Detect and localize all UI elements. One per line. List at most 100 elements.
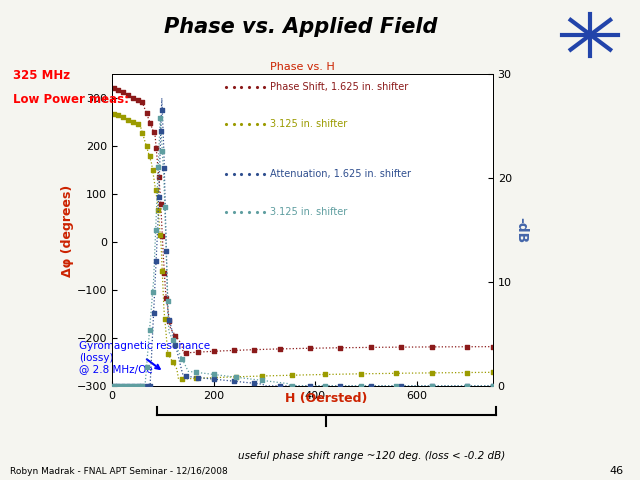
Point xyxy=(191,374,201,382)
Point xyxy=(168,336,178,344)
Point xyxy=(180,372,191,380)
Point xyxy=(118,114,128,121)
Text: 325 MHz: 325 MHz xyxy=(13,69,70,82)
Point xyxy=(141,382,152,390)
Point xyxy=(141,143,152,150)
Text: Robyn Madrak - FNAL APT Seminar - 12/16/2008: Robyn Madrak - FNAL APT Seminar - 12/16/… xyxy=(10,467,227,476)
Point xyxy=(145,382,156,390)
Point xyxy=(320,382,330,390)
Point xyxy=(141,363,152,371)
Text: Attenuation, 1.625 in. shifter: Attenuation, 1.625 in. shifter xyxy=(270,169,411,179)
Point xyxy=(141,109,152,117)
Text: Low Power meas:: Low Power meas: xyxy=(13,93,129,106)
Point xyxy=(113,382,124,390)
Point xyxy=(356,370,366,378)
Point xyxy=(193,374,204,382)
Point xyxy=(488,343,498,350)
Point xyxy=(150,226,161,234)
Text: Phase Shift, 1.625 in. shifter: Phase Shift, 1.625 in. shifter xyxy=(270,82,408,92)
Point xyxy=(133,382,143,390)
Point xyxy=(161,294,172,301)
Point xyxy=(177,355,187,363)
Point xyxy=(151,144,161,152)
Point xyxy=(123,91,133,99)
Point xyxy=(138,382,148,390)
Point xyxy=(108,110,118,118)
Point xyxy=(113,111,124,119)
Point xyxy=(170,332,180,339)
Point xyxy=(154,173,164,180)
Point xyxy=(155,114,165,121)
Point xyxy=(305,382,315,390)
Point xyxy=(157,268,168,276)
Point xyxy=(150,187,161,194)
Point xyxy=(133,96,143,104)
Text: Gyromagnetic resonance
(lossy)
@ 2.8 MHz/Oe: Gyromagnetic resonance (lossy) @ 2.8 MHz… xyxy=(79,341,210,374)
Point xyxy=(335,382,346,390)
Point xyxy=(138,98,148,106)
Point xyxy=(275,382,285,390)
Point xyxy=(153,206,163,214)
Point xyxy=(128,94,138,101)
Point xyxy=(257,372,267,380)
Point xyxy=(427,369,437,377)
Point xyxy=(257,376,267,384)
Point xyxy=(160,315,170,323)
Point xyxy=(305,345,315,352)
Point xyxy=(108,84,118,92)
Point xyxy=(159,164,170,172)
Y-axis label: Δφ (degrees): Δφ (degrees) xyxy=(61,184,74,276)
Point xyxy=(209,348,219,355)
Point xyxy=(147,167,157,174)
Point xyxy=(154,193,164,201)
Point xyxy=(209,374,219,382)
Point xyxy=(287,382,298,390)
Point xyxy=(145,153,155,160)
Point xyxy=(153,164,163,171)
Point xyxy=(157,106,168,114)
Point xyxy=(113,382,124,390)
Point xyxy=(145,326,155,334)
Point xyxy=(427,343,437,351)
Point xyxy=(163,297,173,304)
Point xyxy=(180,349,191,357)
Point xyxy=(108,382,118,390)
Point xyxy=(193,348,204,356)
Point xyxy=(177,375,187,383)
Y-axis label: -dB: -dB xyxy=(515,217,529,243)
Point xyxy=(118,382,128,390)
Point xyxy=(138,129,148,137)
Point xyxy=(396,343,406,351)
Point xyxy=(462,382,472,390)
Title: Phase vs. H: Phase vs. H xyxy=(270,62,335,72)
Point xyxy=(356,382,366,390)
Point xyxy=(191,369,201,376)
Point xyxy=(209,371,219,378)
Point xyxy=(249,346,259,353)
Point xyxy=(123,382,133,390)
Text: Phase vs. Applied Field: Phase vs. Applied Field xyxy=(164,17,438,37)
Point xyxy=(168,359,178,366)
Point xyxy=(157,232,168,240)
Point xyxy=(156,127,166,134)
Point xyxy=(160,203,170,211)
Point xyxy=(157,147,168,155)
Point xyxy=(320,371,330,378)
Point xyxy=(123,116,133,123)
Point xyxy=(462,369,472,376)
Point xyxy=(249,379,259,387)
Point xyxy=(123,382,133,390)
Point xyxy=(155,231,165,239)
Point xyxy=(366,382,376,390)
Point xyxy=(427,382,437,390)
Point xyxy=(366,344,376,351)
Point xyxy=(148,129,159,136)
Point xyxy=(113,86,124,94)
Point xyxy=(148,309,159,317)
Point xyxy=(138,382,148,390)
Point xyxy=(128,382,138,390)
Text: 3.125 in. shifter: 3.125 in. shifter xyxy=(270,207,348,216)
Point xyxy=(147,288,157,296)
Point xyxy=(209,375,219,383)
Point xyxy=(151,257,161,265)
